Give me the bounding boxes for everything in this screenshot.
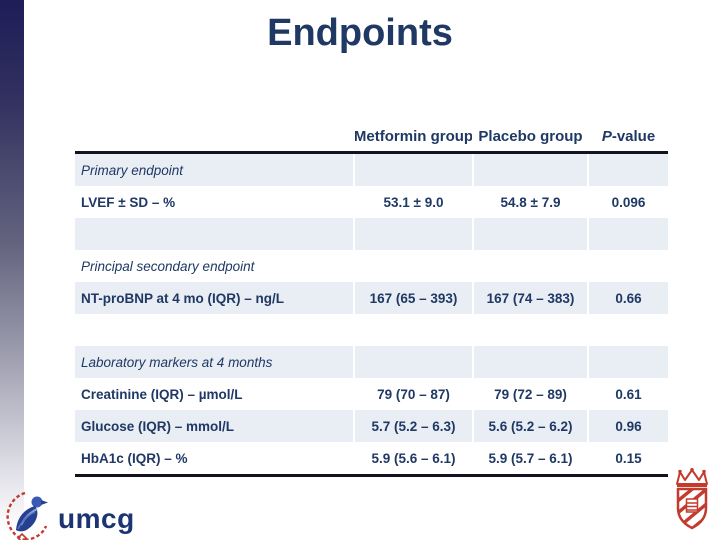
table-row-primary-endpoint: Primary endpoint (75, 154, 668, 186)
cell-pvalue: 0.66 (589, 282, 668, 314)
header-p-value: P -value (589, 100, 668, 151)
cell-placebo: 5.9 (5.7 – 6.1) (488, 450, 573, 466)
cell-metformin: 53.1 ± 9.0 (383, 194, 444, 210)
row-label: Creatinine (IQR) – µmol/L (81, 386, 243, 402)
cell-pvalue: 0.61 (615, 386, 642, 402)
cell-pvalue: 0.15 (615, 450, 642, 466)
cell-pvalue: 0.096 (611, 194, 646, 210)
header-p-rest: -value (611, 128, 656, 146)
row-label (75, 218, 353, 250)
cell-placebo (474, 218, 587, 250)
cell-pvalue (589, 218, 668, 250)
cell-metformin: 167 (65 – 393) (355, 282, 472, 314)
cell-metformin: 79 (70 – 87) (377, 386, 450, 402)
cell-metformin (355, 250, 472, 282)
table-row-spacer (75, 314, 668, 346)
umcg-bird-icon (6, 491, 48, 540)
cell-placebo: 54.8 ± 7.9 (500, 194, 561, 210)
cell-placebo: 167 (74 – 383) (474, 282, 587, 314)
cell-placebo (474, 250, 587, 282)
row-label: Laboratory markers at 4 months (75, 346, 353, 378)
row-label: HbA1c (IQR) – % (81, 450, 188, 466)
left-gradient-bar (0, 0, 24, 540)
cell-pvalue (589, 250, 668, 282)
header-placebo-group: Placebo group (478, 128, 583, 146)
table-row-ntprobnp: NT-proBNP at 4 mo (IQR) – ng/L 167 (65 –… (75, 282, 668, 314)
table-row-principal-secondary: Principal secondary endpoint (75, 250, 668, 282)
header-p-italic: P (601, 128, 612, 146)
cell-metformin (355, 314, 472, 346)
cell-metformin (355, 218, 472, 250)
table-row-lvef: LVEF ± SD – % 53.1 ± 9.0 54.8 ± 7.9 0.09… (75, 186, 668, 218)
table-header-row: Metformin group Placebo group P -value (75, 100, 668, 154)
row-label: Primary endpoint (75, 154, 353, 186)
cell-metformin (355, 154, 472, 186)
row-label: NT-proBNP at 4 mo (IQR) – ng/L (75, 282, 353, 314)
cell-placebo (474, 346, 587, 378)
header-empty-cell (75, 100, 353, 151)
table-row-creatinine: Creatinine (IQR) – µmol/L 79 (70 – 87) 7… (75, 378, 668, 410)
cell-pvalue (589, 346, 668, 378)
table-body: Primary endpoint LVEF ± SD – % 53.1 ± 9.… (75, 154, 668, 474)
cell-pvalue (589, 154, 668, 186)
endpoints-table: Metformin group Placebo group P -value Pr… (75, 100, 668, 477)
umcg-logo: umcg (4, 490, 135, 540)
cell-pvalue (589, 314, 668, 346)
cell-metformin: 5.7 (5.2 – 6.3) (355, 410, 472, 442)
cell-metformin: 5.9 (5.6 – 6.1) (371, 450, 456, 466)
cell-placebo: 79 (72 – 89) (494, 386, 567, 402)
cell-placebo (474, 314, 587, 346)
table-row-hba1c: HbA1c (IQR) – % 5.9 (5.6 – 6.1) 5.9 (5.7… (75, 442, 668, 474)
table-row-laboratory-markers: Laboratory markers at 4 months (75, 346, 668, 378)
umcg-logo-text: umcg (58, 503, 135, 534)
row-label (75, 314, 353, 346)
slide-title: Endpoints (267, 12, 453, 54)
groningen-crest-icon (676, 468, 708, 530)
row-label: Glucose (IQR) – mmol/L (75, 410, 353, 442)
cell-placebo: 5.6 (5.2 – 6.2) (474, 410, 587, 442)
row-label: LVEF ± SD – % (81, 194, 176, 210)
table-row-glucose: Glucose (IQR) – mmol/L 5.7 (5.2 – 6.3) 5… (75, 410, 668, 442)
cell-placebo (474, 154, 587, 186)
cell-metformin (355, 346, 472, 378)
row-label: Principal secondary endpoint (81, 258, 255, 274)
cell-pvalue: 0.96 (589, 410, 668, 442)
header-metformin-group: Metformin group (355, 128, 472, 146)
table-row-spacer (75, 218, 668, 250)
